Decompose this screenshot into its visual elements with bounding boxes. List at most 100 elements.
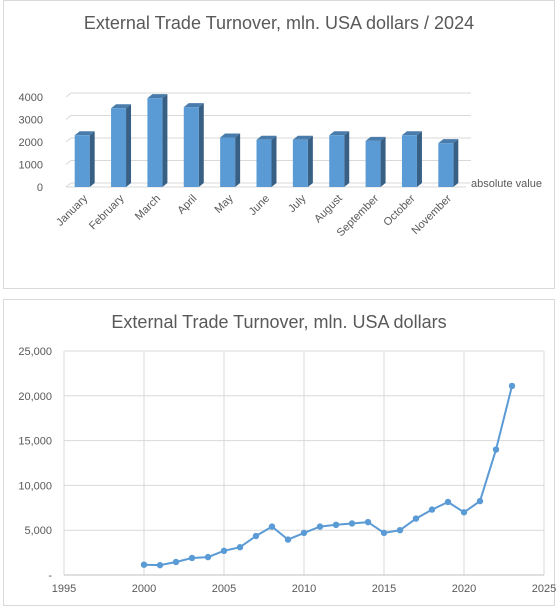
bar-side	[89, 131, 95, 187]
x-tick-label: 1995	[52, 583, 76, 595]
bar-top	[220, 133, 241, 138]
bar-june	[256, 135, 277, 187]
data-point-2009	[284, 536, 292, 543]
y-tick-label: -	[48, 570, 52, 582]
x-tick-label: 2025	[532, 583, 556, 595]
y-tick-label: 5,000	[24, 525, 52, 537]
data-point-2010	[300, 529, 308, 537]
legend-absolute-value: absolute value	[471, 178, 542, 190]
y-tick-label: 1000	[19, 160, 43, 172]
x-category-label: February	[87, 192, 127, 232]
bar-front	[74, 135, 90, 187]
bar-top	[292, 135, 313, 140]
data-point-2003	[188, 554, 196, 562]
data-point-2000	[140, 561, 148, 568]
bar-front	[256, 139, 272, 187]
bar-october	[401, 131, 422, 187]
gridline-depth	[65, 137, 72, 143]
x-category-label: January	[54, 192, 91, 229]
x-category-label: May	[213, 192, 237, 216]
yearly-chart-panel: External Trade Turnover, mln. USA dollar…	[3, 299, 556, 606]
data-point-2002	[172, 558, 180, 566]
data-point-2023	[508, 382, 516, 390]
bar-side	[198, 103, 204, 187]
data-point-2016	[396, 527, 404, 534]
bar-side	[380, 136, 386, 187]
bar-february	[111, 104, 132, 187]
bar-july	[292, 135, 313, 187]
bar-top	[401, 131, 422, 136]
bar-november	[438, 139, 459, 187]
y-tick-label: 20,000	[18, 391, 52, 403]
bar-side	[307, 135, 313, 187]
bar-may	[220, 133, 241, 187]
bar-front	[111, 108, 127, 187]
data-point-2005	[220, 547, 228, 555]
bar-side	[344, 131, 350, 187]
bar-top	[329, 131, 350, 136]
bar-top	[183, 103, 204, 108]
bar-august	[329, 131, 350, 187]
bar-front	[292, 139, 308, 187]
x-category-label: July	[286, 192, 309, 215]
bar-side	[453, 139, 459, 187]
data-point-2022	[492, 446, 500, 453]
y-tick-label: 25,000	[18, 346, 52, 358]
x-tick-label: 2000	[132, 583, 156, 595]
bar-front	[438, 143, 454, 187]
bar-top	[147, 94, 168, 99]
bar-side	[416, 131, 422, 187]
bar-side	[271, 135, 277, 187]
x-category-label: October	[381, 192, 417, 228]
bar-front	[147, 98, 163, 187]
series-line	[143, 385, 513, 567]
bar-september	[365, 136, 386, 187]
data-point-2020	[460, 509, 468, 516]
y-tick-label: 0	[37, 182, 43, 194]
gridline-depth	[65, 92, 72, 98]
y-tick-label: 4000	[19, 92, 43, 104]
data-point-2008	[268, 523, 276, 530]
bar-side	[162, 94, 168, 187]
bar-top	[74, 131, 95, 136]
bar-january	[74, 131, 95, 187]
bar-front	[220, 137, 236, 187]
data-point-2021	[476, 497, 484, 505]
data-point-2015	[380, 529, 388, 537]
data-point-2011	[316, 523, 324, 530]
data-point-2001	[156, 561, 164, 569]
yearly-chart-title: External Trade Turnover, mln. USA dollar…	[111, 312, 447, 332]
gridline-depth	[65, 160, 72, 165]
gridline-depth	[65, 115, 72, 120]
x-category-label: March	[133, 193, 163, 223]
data-point-2019	[444, 498, 452, 506]
bar-front	[329, 135, 345, 187]
bar-front	[365, 140, 381, 187]
bar-top	[438, 139, 459, 144]
data-point-2013	[348, 520, 356, 527]
bar-side	[235, 133, 241, 187]
bar-front	[401, 135, 417, 187]
data-point-2007	[252, 532, 260, 540]
data-point-2004	[204, 553, 212, 561]
bar-top	[256, 135, 277, 140]
x-tick-label: 2015	[372, 583, 396, 595]
data-point-2014	[364, 518, 372, 526]
bar-top	[111, 104, 132, 109]
data-point-2006	[236, 544, 244, 551]
x-tick-label: 2005	[212, 583, 236, 595]
monthly-chart-panel: External Trade Turnover, mln. USA dollar…	[3, 0, 555, 289]
bar-front	[183, 107, 199, 187]
bar-top	[365, 136, 386, 141]
x-category-label: June	[247, 193, 272, 218]
data-point-2012	[332, 521, 340, 529]
x-category-label: August	[312, 193, 345, 226]
gridline-depth	[65, 182, 72, 188]
x-tick-label: 2020	[452, 583, 476, 595]
data-point-2017	[412, 515, 420, 522]
monthly-chart-title: External Trade Turnover, mln. USA dollar…	[83, 13, 475, 33]
x-category-label: April	[175, 193, 199, 217]
y-tick-label: 10,000	[18, 480, 52, 492]
data-point-2018	[428, 506, 436, 513]
